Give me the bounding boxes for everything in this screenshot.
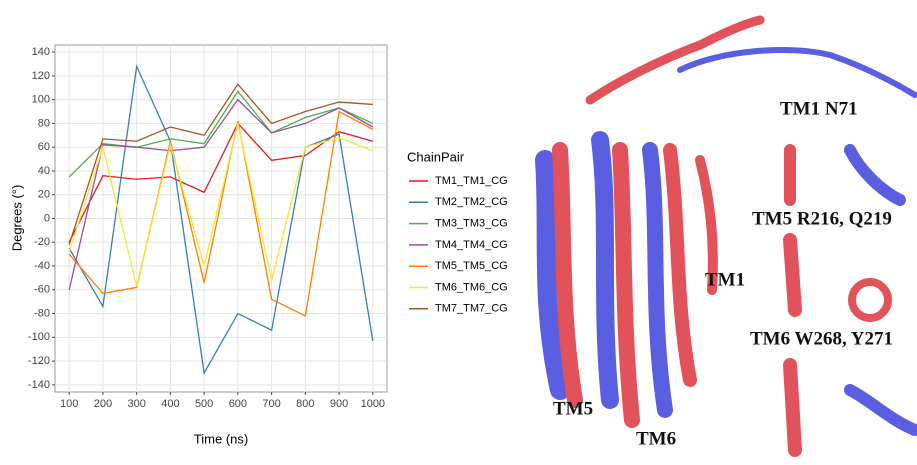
x-tick-label: 100 [60,398,78,410]
legend-label: TM3_TM3_CG [435,218,508,230]
x-tick-label: 800 [296,398,314,410]
y-tick-label: 80 [38,117,50,129]
x-tick-label: 700 [262,398,280,410]
y-tick-label: -120 [28,355,50,367]
y-axis-label: Degrees (°) [9,185,24,252]
y-tick-label: -80 [34,307,50,319]
x-tick-label: 200 [94,398,112,410]
y-tick-label: 20 [38,189,50,201]
legend-label: TM6_TM6_CG [435,281,508,293]
y-tick-label: 100 [32,94,50,106]
legend-label: TM4_TM4_CG [435,239,508,251]
y-tick-label: -40 [34,260,50,272]
series-line [68,122,374,243]
panel-label: TM6 W268, Y271 [750,328,893,349]
protein-render [535,15,917,457]
x-tick-label: 300 [127,398,145,410]
panel-label: TM5 [553,398,593,419]
legend-label: TM2_TM2_CG [435,196,508,208]
plot: -140 -120 -100 -80 -60 -40 -20 0 20 40 60 80 100 120 1… [28,45,387,410]
y-tick-label: 140 [32,46,50,58]
legend-label: TM5_TM5_CG [435,260,508,272]
series-line [68,98,374,290]
panel-label: TM1 [705,269,745,290]
x-tick-label: 500 [195,398,213,410]
y-tick-label: 120 [32,70,50,82]
panel-label: TM1 N71 [780,98,858,119]
y-tick-label: 60 [38,141,50,153]
y-tick-label: -140 [28,379,50,391]
y-tick-label: 0 [44,212,50,224]
series-line [68,110,374,317]
x-tick-label: 1000 [361,398,385,410]
legend-label: TM1_TM1_CG [435,175,508,187]
x-tick-label: 400 [161,398,179,410]
panel-label: TM6 [636,428,676,449]
series-line [68,83,373,245]
x-axis-label: Time (ns) [194,431,248,446]
series-line [68,64,374,375]
y-tick-label: -60 [34,284,50,296]
y-tick-label: -100 [28,331,50,343]
legend-label: TM7_TM7_CG [435,303,508,315]
legend-title: ChainPair [407,149,465,164]
y-tick-label: -20 [34,236,50,248]
x-tick-label: 600 [229,398,247,410]
x-tick-label: 900 [330,398,348,410]
series-line [68,123,374,287]
y-tick-label: 40 [38,165,50,177]
panel-label: TM5 R216, Q219 [752,208,892,229]
